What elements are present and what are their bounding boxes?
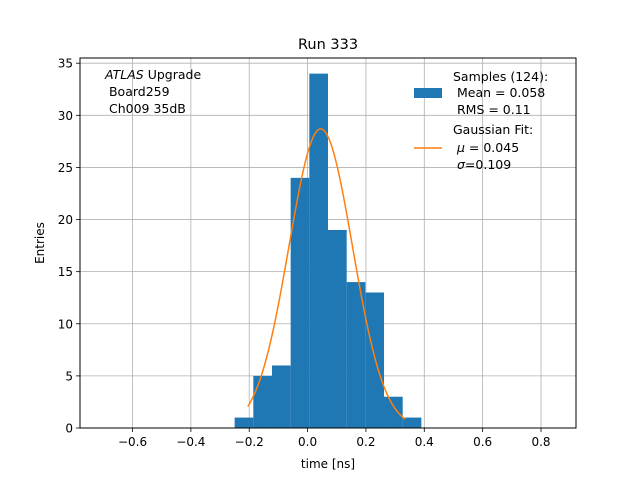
legend-mean-label: Mean = 0.058 [453,85,545,100]
x-axis-label: time [ns] [301,457,355,471]
plot-frame [79,57,577,429]
x-tick-label: −0.2 [235,435,264,449]
histogram-bar [271,365,291,428]
x-tick-label: 0.4 [415,435,434,449]
histogram-bar [290,177,310,428]
histogram-bar [253,375,272,428]
legend-sigma-label: σ=0.109 [453,157,511,172]
histogram-bar [234,417,254,428]
x-tick-label: −0.6 [118,435,147,449]
chart-title: Run 333 [298,37,358,53]
atlas-annotation: ATLAS Upgrade Board259 Ch009 35dB [104,67,201,116]
annotation-upgrade: Upgrade [144,67,202,82]
histogram-bar [402,417,422,428]
y-tick-label: 5 [65,369,73,383]
x-tick-label: 0.0 [298,435,317,449]
annotation-line-1: ATLAS Upgrade [104,67,201,82]
y-tick-label: 10 [58,317,73,331]
y-tick-label: 0 [65,422,73,436]
histogram-bar [346,282,366,428]
histogram-bar [365,292,385,428]
legend: Samples (124): Mean = 0.058 RMS = 0.11 G… [414,69,548,172]
x-axis-ticks: −0.6 −0.4 −0.2 0.0 0.2 0.4 0.6 0.8 [118,428,551,449]
y-axis-ticks: 0 5 10 15 20 25 30 35 [58,57,80,436]
annotation-line-2: Board259 [105,84,170,99]
legend-samples-label: Samples (124): [453,69,548,84]
legend-swatch-samples [414,88,442,98]
x-tick-label: 0.6 [473,435,492,449]
x-tick-label: 0.8 [531,435,550,449]
gaussian-fit-curve [247,128,406,420]
y-tick-label: 25 [58,161,73,175]
y-axis-label: Entries [33,222,47,264]
atlas-italic: ATLAS [104,67,144,82]
y-tick-label: 20 [58,213,73,227]
legend-fit-label: Gaussian Fit: [453,122,533,137]
histogram-bars [234,73,422,429]
y-tick-label: 15 [58,265,73,279]
histogram-bar [384,396,403,428]
x-tick-label: 0.2 [356,435,375,449]
legend-rms-label: RMS = 0.11 [453,102,531,117]
histogram-bar [309,73,328,429]
annotation-line-3: Ch009 35dB [105,101,186,116]
legend-mu-label: μ = 0.045 [453,140,519,155]
y-tick-label: 30 [58,109,73,123]
histogram-bar [328,229,347,428]
y-tick-label: 35 [58,57,73,71]
x-tick-label: −0.4 [176,435,205,449]
